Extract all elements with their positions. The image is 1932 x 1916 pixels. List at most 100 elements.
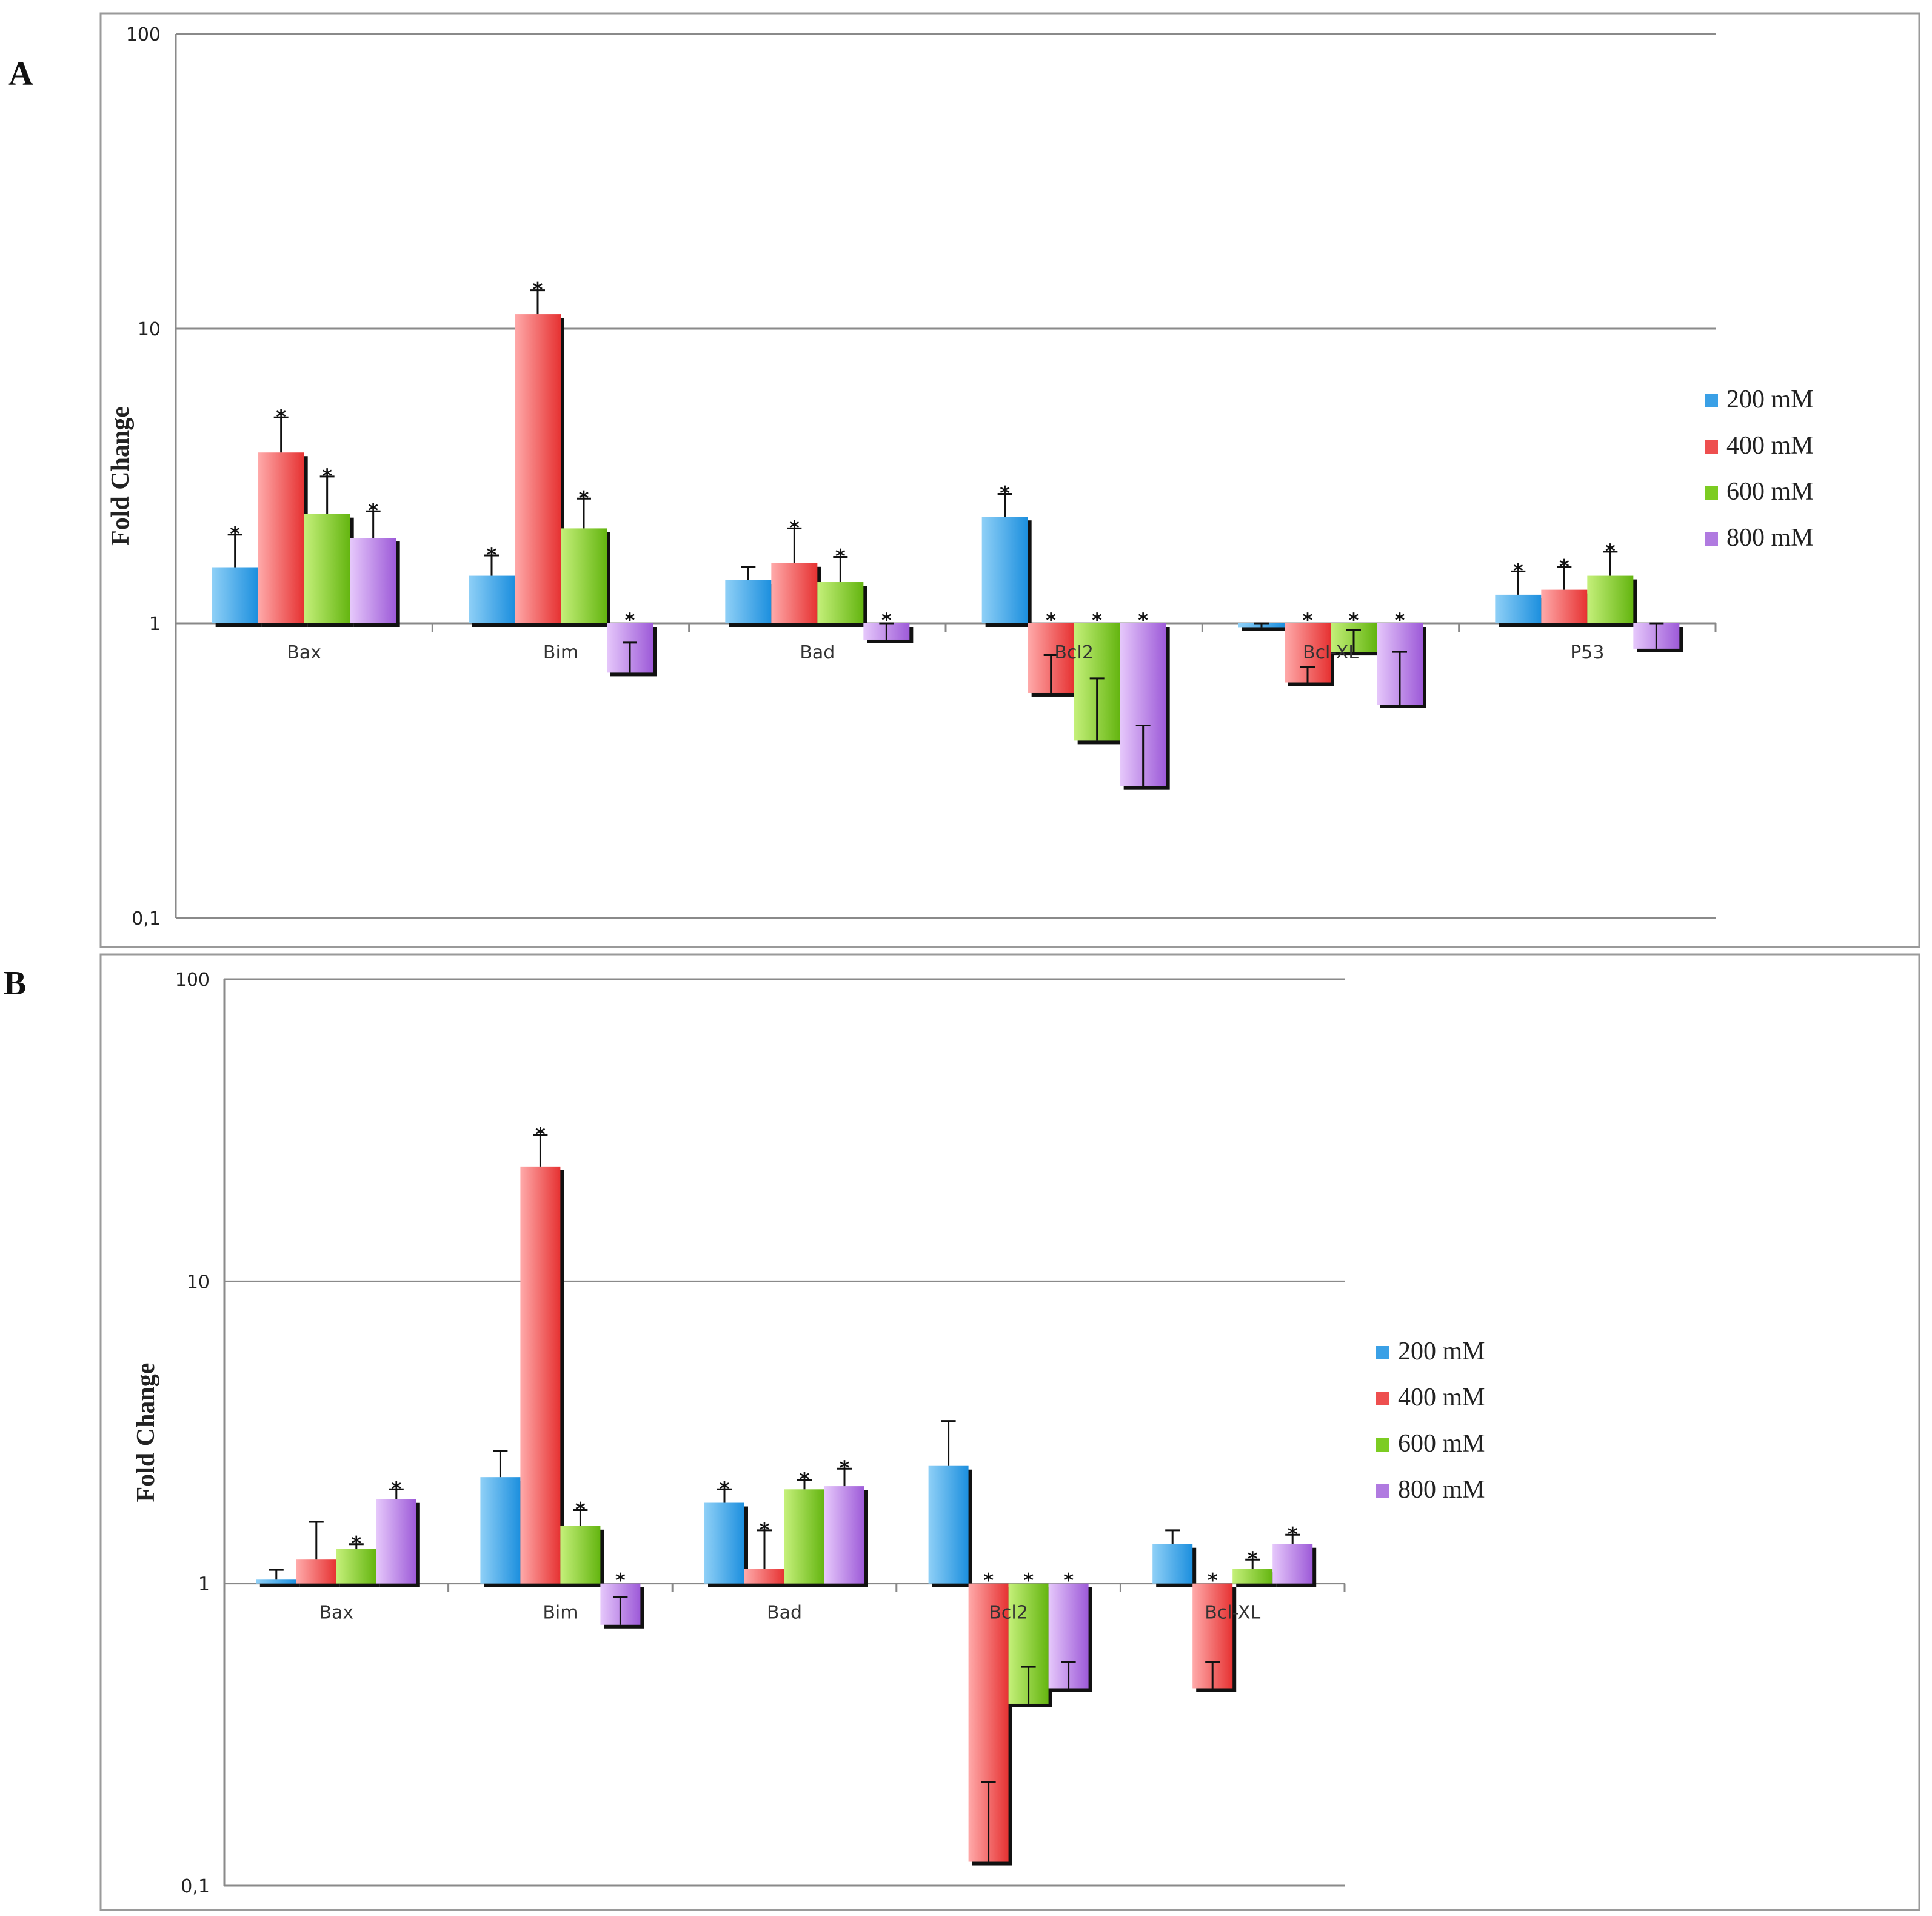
y-tick-label: 0,1 <box>181 1876 210 1897</box>
category-label: Bax <box>287 642 321 663</box>
significance-star: * <box>391 1477 401 1500</box>
bar <box>1272 1544 1313 1584</box>
category-label: Bim <box>543 1603 578 1624</box>
category-label: Bad <box>767 1603 802 1624</box>
significance-star: * <box>1248 1547 1258 1570</box>
category-label: Bcl2 <box>989 1603 1028 1624</box>
category-label: Bcl2 <box>1054 642 1094 663</box>
significance-star: * <box>835 544 846 568</box>
panel-b-letter: B <box>4 965 26 1002</box>
category-label: Bax <box>319 1603 353 1624</box>
bar <box>824 1486 864 1584</box>
significance-star: * <box>1288 1522 1298 1546</box>
significance-star: * <box>1303 609 1313 632</box>
significance-star: * <box>351 1532 361 1555</box>
significance-star: * <box>1046 609 1056 632</box>
significance-star: * <box>881 609 892 632</box>
legend-label: 200 mM <box>1398 1338 1485 1365</box>
significance-star: * <box>535 1123 546 1146</box>
bar <box>1541 589 1588 623</box>
bar <box>350 538 396 623</box>
y-tick-label: 100 <box>175 970 210 991</box>
significance-star: * <box>1023 1569 1034 1592</box>
significance-star: * <box>983 1569 994 1592</box>
legend-label: 600 mM <box>1726 478 1814 506</box>
legend-swatch <box>1705 440 1718 454</box>
bar <box>704 1502 744 1584</box>
significance-star: * <box>800 1468 810 1491</box>
bar <box>376 1499 416 1584</box>
significance-star: * <box>276 405 286 428</box>
y-tick-label: 100 <box>126 24 161 45</box>
significance-star: * <box>368 499 378 522</box>
bar <box>469 575 515 623</box>
significance-star: * <box>625 609 635 632</box>
bar <box>1495 594 1542 623</box>
significance-star: * <box>1605 540 1616 563</box>
y-axis-title: Fold Change <box>107 406 135 546</box>
bar <box>725 580 772 623</box>
bar <box>817 582 864 623</box>
significance-star: * <box>575 1498 586 1521</box>
y-tick-label: 10 <box>138 319 161 340</box>
y-tick-label: 1 <box>198 1574 210 1595</box>
legend-swatch <box>1705 486 1718 500</box>
significance-star: * <box>579 486 589 509</box>
significance-star: * <box>1513 559 1523 582</box>
significance-star: * <box>1208 1569 1218 1592</box>
bar-shadow <box>1242 627 1288 631</box>
y-axis-title: Fold Change <box>132 1363 160 1502</box>
bar <box>784 1489 824 1584</box>
legend-swatch <box>1705 532 1718 546</box>
significance-star: * <box>1559 555 1569 578</box>
bar <box>561 528 607 623</box>
significance-star: * <box>1063 1569 1074 1592</box>
bar <box>480 1477 521 1584</box>
bar <box>256 1579 296 1584</box>
bar <box>1152 1544 1193 1584</box>
legend-swatch <box>1376 1392 1389 1405</box>
y-tick-label: 1 <box>149 614 161 635</box>
legend-label: 400 mM <box>1398 1384 1485 1412</box>
panel-a-letter: A <box>8 55 33 93</box>
category-label: P53 <box>1570 642 1604 663</box>
significance-star: * <box>720 1477 730 1500</box>
bar <box>296 1559 336 1584</box>
significance-star: * <box>322 464 332 487</box>
bar <box>336 1549 376 1584</box>
bar <box>212 567 258 623</box>
category-label: Bcl-XL <box>1303 642 1359 663</box>
legend-label: 800 mM <box>1398 1476 1485 1504</box>
significance-star: * <box>230 523 240 546</box>
significance-star: * <box>760 1518 770 1541</box>
bar <box>928 1465 969 1584</box>
bar <box>744 1569 784 1584</box>
category-label: Bcl-XL <box>1205 1603 1260 1624</box>
significance-star: * <box>533 278 543 301</box>
significance-star: * <box>1349 609 1359 632</box>
legend-swatch <box>1376 1346 1389 1359</box>
significance-star: * <box>1395 609 1405 632</box>
panel-a-frame <box>99 12 1920 948</box>
bar <box>1232 1569 1273 1584</box>
significance-star: * <box>840 1456 850 1479</box>
bar <box>304 514 350 623</box>
bar <box>981 517 1028 623</box>
bar <box>258 452 304 623</box>
panel-b-frame <box>99 953 1920 1911</box>
panel-b-chart: 0,1 1 10 100 Fold Change * * Bax * * * Bim * * * * Bad * *… <box>132 970 1485 1897</box>
category-label: Bim <box>543 642 578 663</box>
significance-star: * <box>487 543 497 566</box>
bar-shadow <box>259 1583 300 1587</box>
y-tick-label: 10 <box>187 1271 210 1293</box>
legend-swatch <box>1376 1484 1389 1498</box>
bar <box>1587 575 1634 623</box>
legend-label: 600 mM <box>1398 1430 1485 1458</box>
significance-star: * <box>1138 609 1148 632</box>
panel-a-chart: 0,1 1 10 100 Fold Change * * * * Bax * * * * Bim * * * Bad… <box>107 24 1814 930</box>
significance-star: * <box>1092 609 1102 632</box>
bar <box>515 314 561 623</box>
legend-swatch <box>1705 394 1718 407</box>
significance-star: * <box>1000 481 1010 504</box>
